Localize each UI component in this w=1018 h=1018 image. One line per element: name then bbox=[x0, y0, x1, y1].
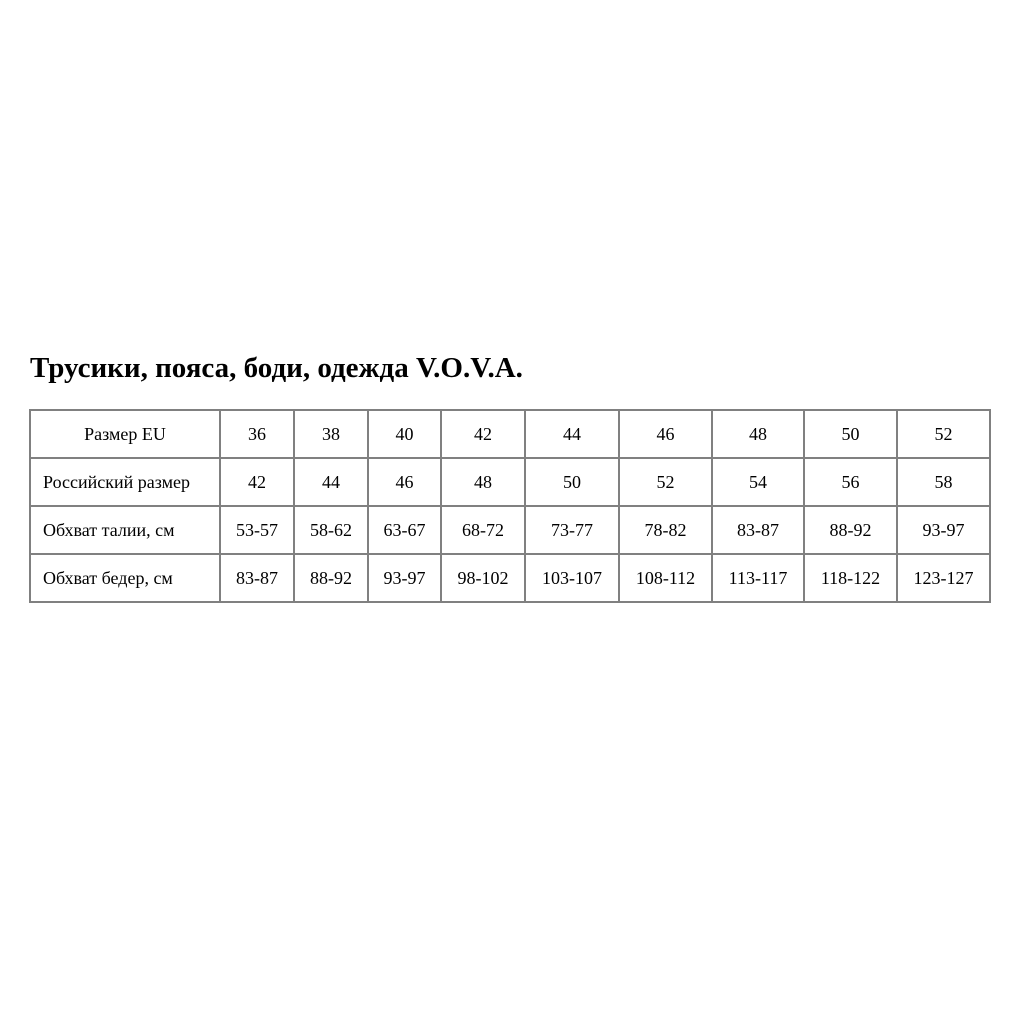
table-cell: 38 bbox=[293, 409, 369, 459]
table-cell: 44 bbox=[293, 457, 369, 507]
table-cell: 113-117 bbox=[711, 553, 805, 603]
table-cell: 78-82 bbox=[618, 505, 713, 555]
table-cell: 108-112 bbox=[618, 553, 713, 603]
table-cell: 73-77 bbox=[524, 505, 620, 555]
table-cell: 83-87 bbox=[711, 505, 805, 555]
table-cell: 40 bbox=[367, 409, 442, 459]
table-cell: 58-62 bbox=[293, 505, 369, 555]
table-cell: 48 bbox=[711, 409, 805, 459]
table-cell: 42 bbox=[219, 457, 295, 507]
table-cell: 118-122 bbox=[803, 553, 898, 603]
table-cell: 68-72 bbox=[440, 505, 526, 555]
table-cell: 52 bbox=[618, 457, 713, 507]
table-cell: 88-92 bbox=[293, 553, 369, 603]
row-label: Обхват бедер, см bbox=[29, 553, 221, 603]
table-cell: 63-67 bbox=[367, 505, 442, 555]
table-cell: 54 bbox=[711, 457, 805, 507]
table-cell: 93-97 bbox=[896, 505, 991, 555]
table-cell: 52 bbox=[896, 409, 991, 459]
table-cell: 53-57 bbox=[219, 505, 295, 555]
table-cell: 98-102 bbox=[440, 553, 526, 603]
table-cell: 46 bbox=[618, 409, 713, 459]
table-cell: 58 bbox=[896, 457, 991, 507]
table-cell: 42 bbox=[440, 409, 526, 459]
table-row: Российский размер 42 44 46 48 50 52 54 56 58 bbox=[29, 457, 991, 507]
table-cell: 88-92 bbox=[803, 505, 898, 555]
table-cell: 44 bbox=[524, 409, 620, 459]
size-table: Размер EU 36 38 40 42 44 46 48 50 52 Российский ра… bbox=[29, 409, 991, 603]
table-cell: 46 bbox=[367, 457, 442, 507]
table-cell: 93-97 bbox=[367, 553, 442, 603]
row-label: Российский размер bbox=[29, 457, 221, 507]
row-label: Размер EU bbox=[29, 409, 221, 459]
table-cell: 123-127 bbox=[896, 553, 991, 603]
table-cell: 103-107 bbox=[524, 553, 620, 603]
page-title: Трусики, пояса, боди, одежда V.O.V.A. bbox=[30, 352, 523, 384]
table-row: Обхват талии, см 53-57 58-62 63-67 68-72 73-7… bbox=[29, 505, 991, 555]
table-row: Размер EU 36 38 40 42 44 46 48 50 52 bbox=[29, 409, 991, 459]
table-cell: 36 bbox=[219, 409, 295, 459]
table-row: Обхват бедер, см 83-87 88-92 93-97 98-102 103… bbox=[29, 553, 991, 603]
table-cell: 56 bbox=[803, 457, 898, 507]
table-cell: 50 bbox=[803, 409, 898, 459]
table-cell: 83-87 bbox=[219, 553, 295, 603]
table-cell: 48 bbox=[440, 457, 526, 507]
table-cell: 50 bbox=[524, 457, 620, 507]
row-label: Обхват талии, см bbox=[29, 505, 221, 555]
